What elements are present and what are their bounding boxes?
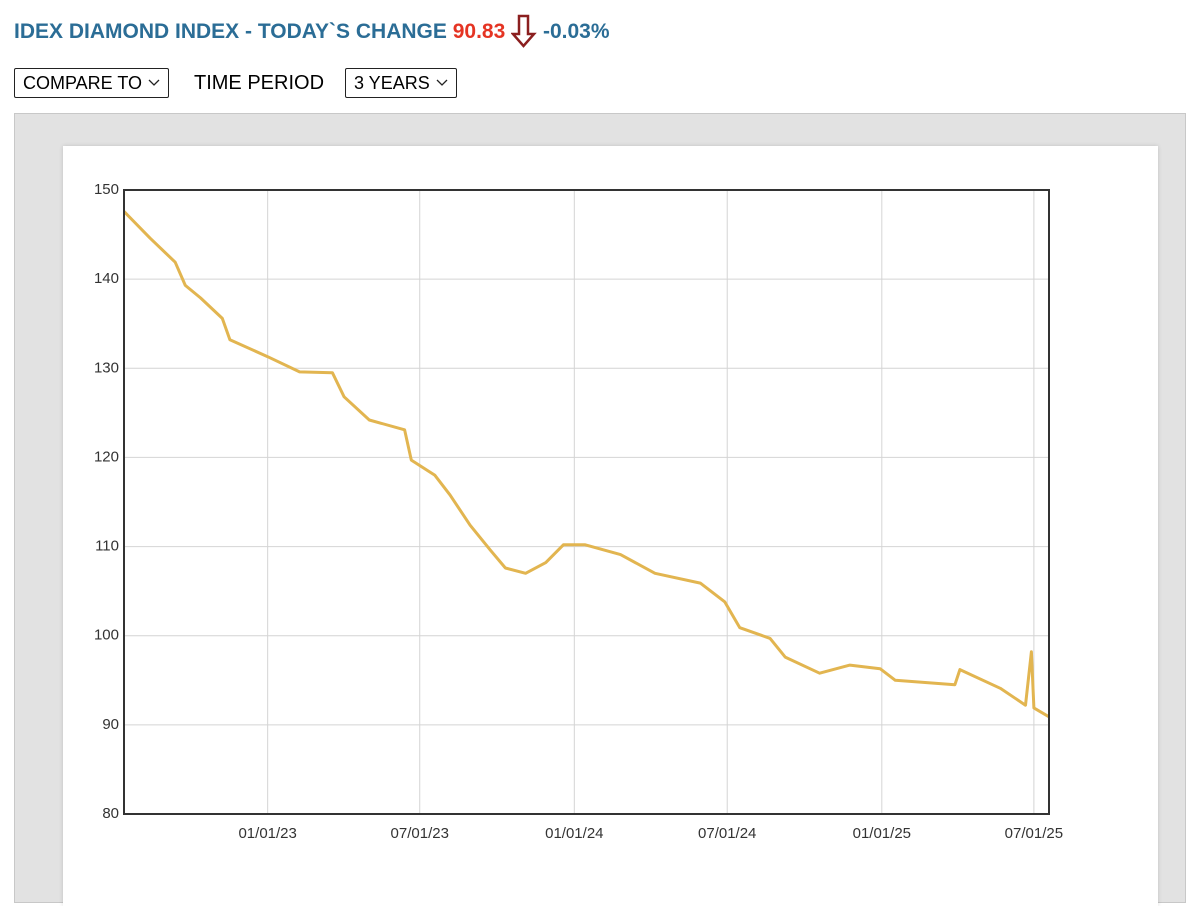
x-tick-label: 07/01/25	[1005, 825, 1063, 842]
time-period-label: TIME PERIOD	[194, 72, 325, 94]
index-title: IDEX DIAMOND INDEX - TODAY`S CHANGE	[14, 20, 447, 43]
x-tick-label: 07/01/24	[698, 825, 756, 842]
chevron	[436, 79, 448, 86]
y-tick-label: 120	[94, 448, 119, 465]
y-tick-label: 150	[94, 181, 119, 198]
header: IDEX DIAMOND INDEX - TODAY`S CHANGE 90.8…	[14, 14, 610, 48]
x-tick-label: 07/01/23	[391, 825, 449, 842]
time-period-value: 3 YEARS	[354, 72, 430, 93]
time-period-dropdown[interactable]: 3 YEARS	[345, 68, 457, 98]
x-tick-label: 01/01/24	[545, 825, 603, 842]
chart-card	[63, 146, 1158, 906]
index-value: 90.83	[452, 20, 506, 43]
x-tick-label: 01/01/23	[238, 825, 296, 842]
y-tick-label: 140	[94, 270, 119, 287]
compare-label: COMPARE TO	[23, 72, 143, 93]
index-change: -0.03%	[542, 20, 610, 43]
down-arrow	[510, 14, 537, 48]
chevron	[148, 79, 160, 86]
y-tick-label: 90	[102, 716, 119, 733]
compare-dropdown[interactable]: COMPARE TO	[14, 68, 170, 98]
y-tick-label: 130	[94, 359, 119, 376]
y-tick-label: 110	[95, 538, 119, 555]
plot-frame	[123, 189, 1050, 815]
index-line	[122, 210, 1050, 719]
y-tick-label: 100	[94, 627, 119, 644]
x-tick-label: 01/01/25	[853, 825, 911, 842]
y-tick-label: 80	[102, 805, 119, 822]
